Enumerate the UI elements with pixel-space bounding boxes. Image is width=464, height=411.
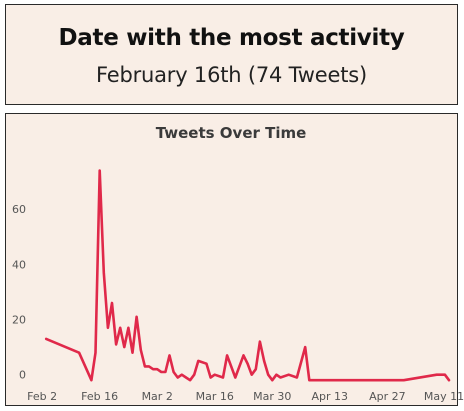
data-point — [263, 360, 265, 362]
data-point — [267, 373, 270, 376]
data-point — [172, 371, 175, 373]
data-point — [189, 379, 192, 382]
data-point — [250, 373, 253, 376]
data-point — [279, 376, 282, 379]
y-tick-label: 0 — [19, 369, 26, 382]
data-point — [131, 351, 134, 354]
data-point — [102, 271, 105, 274]
data-point — [402, 379, 405, 382]
data-point — [205, 362, 208, 365]
data-point — [238, 365, 241, 368]
data-point — [234, 376, 237, 379]
data-point — [164, 371, 167, 373]
x-tick-label: May 11 — [424, 390, 464, 403]
data-point — [246, 362, 249, 365]
data-point — [435, 373, 438, 376]
data-point — [226, 354, 229, 357]
data-point — [119, 326, 122, 329]
data-point — [107, 326, 109, 329]
y-tick-label: 60 — [12, 203, 26, 216]
data-point — [444, 373, 446, 376]
x-tick-label: Mar 16 — [196, 390, 234, 403]
data-point — [197, 360, 200, 362]
data-point — [254, 368, 257, 371]
data-point — [296, 376, 298, 379]
chart-title: Tweets Over Time — [156, 124, 307, 142]
data-point — [287, 373, 290, 376]
x-tick-label: Apr 27 — [369, 390, 406, 403]
x-tick-label: Apr 13 — [312, 390, 349, 403]
data-point — [148, 365, 150, 368]
data-point — [193, 373, 196, 376]
data-point — [45, 338, 48, 340]
x-tick-label: Mar 30 — [253, 390, 291, 403]
x-tick-label: Mar 2 — [142, 390, 173, 403]
data-point — [115, 343, 117, 346]
data-point — [176, 376, 179, 379]
y-tick-label: 20 — [12, 314, 26, 327]
data-point — [135, 315, 138, 318]
x-tick-label: Feb 16 — [81, 390, 118, 403]
data-point — [230, 365, 233, 368]
data-point — [448, 379, 450, 382]
data-point — [180, 373, 183, 376]
data-point — [98, 169, 101, 172]
data-point — [139, 349, 142, 351]
data-point — [242, 354, 245, 357]
data-point — [213, 373, 216, 376]
data-point — [304, 346, 307, 348]
series-line — [44, 169, 451, 382]
data-point — [209, 376, 212, 379]
data-point — [271, 379, 274, 382]
data-point — [222, 376, 224, 379]
stat-value: February 16th (74 Tweets) — [96, 63, 367, 87]
data-point — [308, 379, 311, 382]
data-point — [123, 346, 126, 348]
data-point — [275, 373, 278, 376]
stat-title: Date with the most activity — [58, 25, 405, 51]
data-point — [78, 351, 80, 354]
data-point — [144, 365, 146, 368]
data-point — [168, 354, 171, 357]
x-tick-label: Feb 2 — [27, 390, 57, 403]
data-point — [111, 302, 113, 304]
data-point — [156, 368, 159, 371]
data-point — [160, 371, 163, 373]
data-point — [94, 351, 97, 354]
data-point — [185, 376, 187, 379]
data-point — [152, 368, 155, 371]
data-point — [90, 379, 93, 382]
data-point — [259, 340, 261, 343]
data-point — [127, 326, 130, 329]
top-activity-panel: Date with the most activity February 16t… — [5, 4, 458, 105]
y-tick-label: 40 — [12, 258, 26, 271]
